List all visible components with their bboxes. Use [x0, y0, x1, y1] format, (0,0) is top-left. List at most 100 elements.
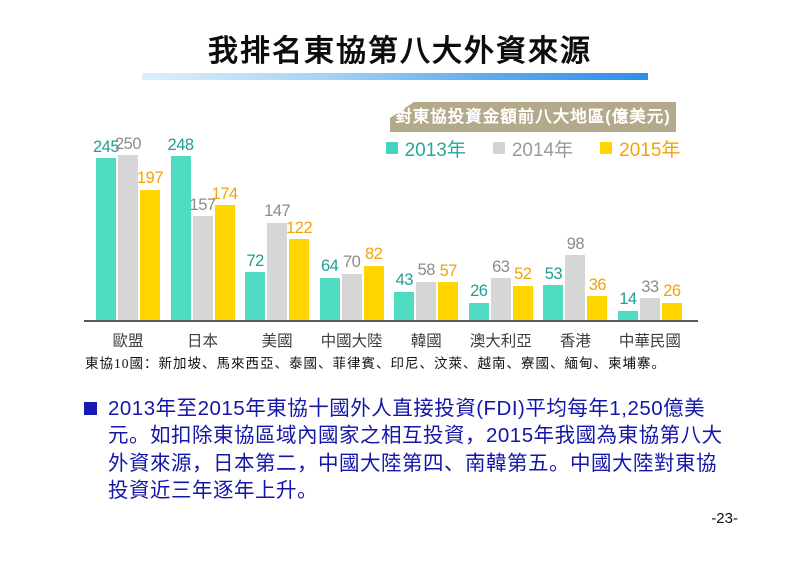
bar-column: 98	[565, 234, 586, 320]
page-title: 我排名東協第八大外資來源	[208, 35, 592, 68]
bar	[267, 222, 288, 320]
bar-group: 248 157 174 日本	[168, 137, 239, 351]
category-label: 美國	[261, 333, 293, 350]
bar-group: 43 58 57 韓國	[394, 150, 459, 351]
bar-value-label: 197	[136, 169, 164, 188]
bar-value-label: 26	[470, 282, 488, 301]
bar-value-label: 14	[619, 290, 637, 309]
bar	[639, 298, 660, 320]
legend-item-2013: 2013年	[385, 135, 466, 162]
bar	[363, 265, 384, 320]
bullet-square-icon	[84, 402, 97, 415]
bar-column: 82	[363, 245, 384, 320]
category-label: 歐盟	[112, 333, 144, 350]
bar-column: 147	[264, 202, 291, 320]
page-number: -23-	[711, 510, 738, 527]
bar-value-label: 72	[246, 251, 264, 270]
bar-group: 53 98 36 香港	[543, 150, 608, 351]
bar-trio: 72 147 122	[245, 150, 313, 320]
bar-column: 250	[115, 135, 142, 320]
bar-group: 72 147 122 美國	[245, 150, 313, 351]
bar	[661, 302, 682, 320]
bar-trio: 248 157 174	[168, 137, 239, 320]
bar	[170, 156, 191, 320]
legend-item-2014: 2014年	[492, 135, 574, 162]
title-underline-bar	[142, 73, 648, 80]
chart-legend: 2013年 2014年 2015年	[385, 135, 681, 161]
bar-column: 197	[136, 169, 164, 320]
bar-trio: 245 250 197	[93, 135, 164, 320]
bar-value-label: 57	[439, 261, 458, 280]
bar-value-label: 245	[92, 137, 120, 156]
bar-trio: 43 58 57	[394, 150, 459, 320]
bar-trio: 53 98 36	[543, 150, 608, 320]
bar	[617, 310, 638, 320]
bullet-paragraph: 2013年至2015年東協十國外人直接投資(FDI)平均每年1,250億美元。如…	[84, 395, 732, 504]
bar-value-label: 36	[588, 275, 607, 294]
bar-column: 26	[661, 283, 682, 320]
bar-chart: 245 250 197 歐盟 248 157 174 日本 72 147 122 美國 64 70 82 中國…	[93, 135, 682, 351]
bar-column: 33	[639, 277, 660, 320]
category-label: 香港	[559, 333, 591, 350]
bar	[394, 291, 415, 320]
bar	[438, 282, 459, 320]
bar-column: 26	[468, 282, 489, 320]
category-label: 澳大利亞	[469, 333, 532, 350]
category-label: 中華民國	[618, 333, 681, 350]
bar-value-label: 157	[189, 195, 217, 214]
bar-column: 36	[587, 275, 608, 320]
chart-footnote: 東協10國：新加坡、馬來西亞、泰國、菲律賓、印尼、汶萊、越南、寮國、緬甸、柬埔寨…	[85, 356, 666, 371]
bar	[543, 285, 564, 320]
bar-value-label: 52	[514, 265, 532, 284]
bar	[490, 278, 511, 320]
bar-trio: 14 33 26	[617, 150, 682, 320]
bar-value-label: 122	[286, 218, 313, 237]
bar	[96, 158, 116, 320]
bar-group: 26 63 52 澳大利亞	[468, 150, 533, 351]
bar-value-label: 58	[417, 261, 436, 280]
bullet-text: 2013年至2015年東協十國外人直接投資(FDI)平均每年1,250億美元。如…	[108, 397, 723, 502]
bar-column: 122	[286, 218, 313, 320]
category-label: 中國大陸	[320, 333, 383, 350]
bar	[192, 216, 213, 320]
bar-column: 43	[394, 271, 415, 320]
bar-value-label: 70	[343, 253, 361, 272]
bar-value-label: 147	[264, 202, 291, 221]
bar-column: 53	[543, 264, 564, 320]
bar	[587, 296, 608, 320]
category-label: 韓國	[410, 333, 442, 350]
bar-value-label: 33	[641, 277, 659, 296]
bar	[416, 281, 437, 320]
legend-item-2015: 2015年	[600, 135, 680, 162]
bar-value-label: 98	[566, 234, 585, 253]
bar	[140, 189, 160, 320]
chart-header-ribbon: 對東協投資金額前八大地區(億美元)	[390, 102, 676, 132]
bar-group: 245 250 197 歐盟	[93, 135, 164, 351]
legend-swatch-2015-icon	[600, 142, 613, 154]
bar	[468, 302, 489, 320]
bar	[341, 273, 362, 320]
bar-group: 14 33 26 中華民國	[617, 150, 682, 351]
bar-value-label: 174	[211, 184, 239, 203]
legend-swatch-2014-icon	[492, 142, 505, 154]
bar-column: 14	[617, 290, 638, 320]
bar-trio: 64 70 82	[319, 150, 384, 320]
bar	[565, 255, 586, 320]
bar-value-label: 82	[365, 245, 383, 264]
bar-column: 57	[438, 261, 459, 320]
bar-column: 70	[341, 253, 362, 320]
bar-group: 64 70 82 中國大陸	[319, 150, 384, 351]
bar-value-label: 64	[321, 257, 339, 276]
bar-value-label: 248	[167, 135, 195, 154]
bar-value-label: 53	[544, 264, 563, 283]
bar	[118, 155, 138, 320]
bar-column: 52	[512, 265, 533, 320]
bar-column: 245	[92, 137, 120, 320]
legend-label-2014: 2014年	[511, 139, 574, 161]
x-axis-line	[84, 320, 698, 322]
bar-trio: 26 63 52	[468, 150, 533, 320]
bar-column: 64	[319, 257, 340, 320]
bar-value-label: 43	[395, 271, 414, 290]
bar-column: 157	[189, 195, 217, 320]
